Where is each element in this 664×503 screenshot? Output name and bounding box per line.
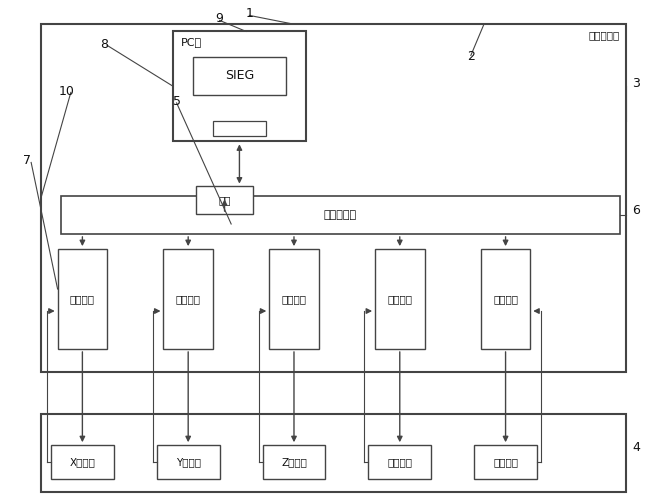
- Bar: [375, 249, 424, 349]
- Text: 转台电机: 转台电机: [387, 457, 412, 467]
- Text: 伺服驱动: 伺服驱动: [70, 294, 95, 304]
- Text: 主轴驱动: 主轴驱动: [493, 294, 518, 304]
- Text: Y轴电机: Y轴电机: [176, 457, 201, 467]
- Text: 9: 9: [216, 12, 224, 25]
- Text: 伺服驱动: 伺服驱动: [387, 294, 412, 304]
- Text: 6: 6: [632, 204, 640, 217]
- Bar: [481, 249, 531, 349]
- Bar: [61, 197, 620, 234]
- Text: 1: 1: [246, 8, 253, 21]
- Bar: [213, 121, 266, 136]
- Text: SIEG: SIEG: [225, 69, 254, 82]
- Bar: [41, 414, 626, 491]
- Text: 10: 10: [58, 85, 74, 98]
- Bar: [262, 445, 325, 479]
- Text: 8: 8: [100, 38, 108, 51]
- Text: 伺服驱动: 伺服驱动: [282, 294, 307, 304]
- Bar: [41, 24, 626, 372]
- Text: 2: 2: [467, 50, 475, 63]
- Bar: [369, 445, 431, 479]
- Text: 网口: 网口: [218, 195, 231, 205]
- Bar: [157, 445, 220, 479]
- Bar: [193, 57, 286, 95]
- Text: 5: 5: [173, 95, 181, 108]
- Text: 伺服驱动: 伺服驱动: [176, 294, 201, 304]
- Text: 3: 3: [632, 77, 640, 91]
- Text: 7: 7: [23, 154, 31, 167]
- Bar: [269, 249, 319, 349]
- Text: 4: 4: [632, 441, 640, 454]
- Text: 主轴电机: 主轴电机: [493, 457, 518, 467]
- Text: Z轴电机: Z轴电机: [281, 457, 307, 467]
- Bar: [474, 445, 537, 479]
- Bar: [163, 249, 213, 349]
- Bar: [51, 445, 114, 479]
- Bar: [173, 31, 305, 141]
- Bar: [197, 187, 253, 214]
- Text: X轴电机: X轴电机: [70, 457, 96, 467]
- Text: PC机: PC机: [181, 37, 203, 47]
- Text: 运动控制卡: 运动控制卡: [324, 210, 357, 220]
- Bar: [58, 249, 107, 349]
- Text: 电器控制盒: 电器控制盒: [588, 30, 620, 40]
